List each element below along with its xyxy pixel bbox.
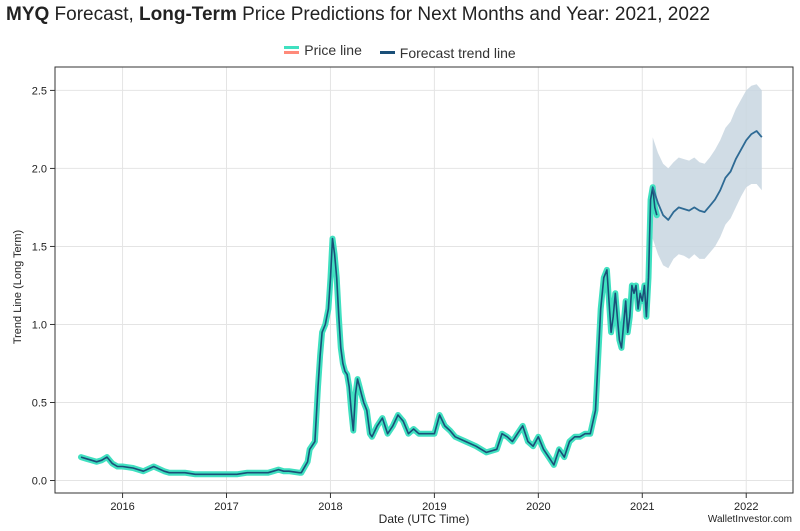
title-symbol: MYQ [6, 4, 50, 25]
y-tick-label: 2.5 [32, 85, 47, 97]
grid-lines [55, 67, 793, 493]
axes: 2016 2017 2018 2019 2020 2021 2022 0.0 0.5 1.0 1.5… [32, 85, 759, 513]
x-axis-label: Date (UTC Time) [379, 512, 470, 526]
legend-item-forecast[interactable]: Forecast trend line [379, 44, 516, 61]
forecast-trend-line [651, 130, 763, 221]
x-tick-label: 2021 [630, 501, 654, 513]
legend: Price line Forecast trend line [0, 41, 800, 61]
legend-label-price: Price line [304, 42, 362, 58]
title-part2: Price Predictions for Next Months and Ye… [236, 4, 711, 25]
y-tick-label: 0.5 [32, 397, 47, 409]
forecast-line-swatch-icon [379, 51, 395, 54]
plot-frame [54, 66, 794, 494]
source-credit: WalletInvestor.com [707, 514, 792, 525]
y-axis-label: Trend Line (Long Term) [12, 230, 24, 344]
x-tick-label: 2020 [526, 501, 550, 513]
x-tick-label: 2019 [422, 501, 446, 513]
y-tick-label: 2.0 [32, 163, 47, 175]
y-tick-label: 1.0 [32, 319, 47, 331]
price-line [80, 186, 658, 476]
x-tick-label: 2022 [734, 501, 758, 513]
y-tick-label: 1.5 [32, 241, 47, 253]
legend-item-price[interactable]: Price line [284, 42, 362, 58]
series-lines [78, 130, 763, 478]
forecast-confidence-band [652, 84, 762, 269]
title-bold: Long-Term [139, 4, 237, 25]
legend-label-forecast: Forecast trend line [399, 44, 516, 61]
title-part1: Forecast, [49, 4, 140, 25]
chart-title: MYQ Forecast, Long-Term Price Prediction… [6, 4, 710, 26]
x-tick-label: 2017 [214, 501, 238, 513]
price-line-swatch-icon [284, 46, 300, 54]
y-tick-label: 0.0 [32, 476, 47, 488]
x-tick-label: 2016 [110, 501, 134, 513]
forecast-band-area [652, 84, 762, 269]
x-tick-label: 2018 [318, 501, 342, 513]
